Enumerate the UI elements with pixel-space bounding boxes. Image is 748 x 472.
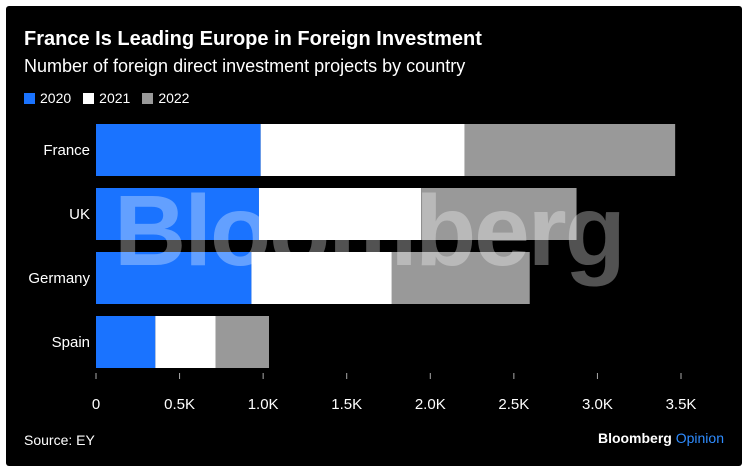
category-label-germany: Germany <box>28 270 90 287</box>
chart-frame: France Is Leading Europe in Foreign Inve… <box>6 6 742 466</box>
bar-germany-2021 <box>251 252 392 304</box>
legend-item-2020: 2020 <box>24 90 71 106</box>
brand-suffix: Opinion <box>675 430 724 446</box>
bar-spain-2022 <box>215 316 269 368</box>
legend-label-2022: 2022 <box>158 90 190 106</box>
bar-spain-2021 <box>155 316 216 368</box>
legend-swatch-2022 <box>142 92 154 104</box>
category-label-france: France <box>43 142 90 159</box>
bar-chart: France UK Germany Spain 0 0.5K 1.0K 1.5K 2.0K 2.5… <box>28 124 697 413</box>
source-note: Source: EY <box>24 432 95 448</box>
x-tick-label-3-5k: 3.5K <box>666 396 697 413</box>
x-tick-label-3-0k: 3.0K <box>582 396 613 413</box>
bar-germany-2020 <box>96 252 252 304</box>
legend-swatch-2020 <box>24 92 35 104</box>
bar-germany-2022 <box>391 252 530 304</box>
bar-france-2022 <box>464 124 676 176</box>
x-tick-label-2-0k: 2.0K <box>415 396 446 413</box>
bar-france-2020 <box>96 124 261 176</box>
bar-spain-2020 <box>96 316 156 368</box>
legend-item-2021: 2021 <box>83 90 130 106</box>
chart-subtitle: Number of foreign direct investment proj… <box>24 56 466 76</box>
legend-label-2020: 2020 <box>40 90 72 106</box>
category-label-spain: Spain <box>52 334 90 351</box>
x-tick-label-2-5k: 2.5K <box>498 396 529 413</box>
bar-uk-2021 <box>258 188 422 240</box>
brand-logo: Bloomberg Opinion <box>598 430 724 446</box>
chart-title: France Is Leading Europe in Foreign Inve… <box>24 28 482 50</box>
x-tick-label-0: 0 <box>92 396 100 413</box>
legend-item-2022: 2022 <box>142 90 189 106</box>
brand-name: Bloomberg <box>597 430 672 446</box>
bar-uk-2020 <box>96 188 259 240</box>
legend-swatch-2021 <box>83 92 95 104</box>
x-tick-label-1-0k: 1.0K <box>248 396 279 413</box>
x-tick-label-0-5k: 0.5K <box>164 396 195 413</box>
x-tick-label-1-5k: 1.5K <box>331 396 362 413</box>
legend-label-2021: 2021 <box>99 90 131 106</box>
category-label-uk: UK <box>69 206 90 223</box>
bar-france-2021 <box>260 124 465 176</box>
bar-uk-2022 <box>421 188 577 240</box>
legend: 2020 2021 2022 <box>24 90 189 106</box>
